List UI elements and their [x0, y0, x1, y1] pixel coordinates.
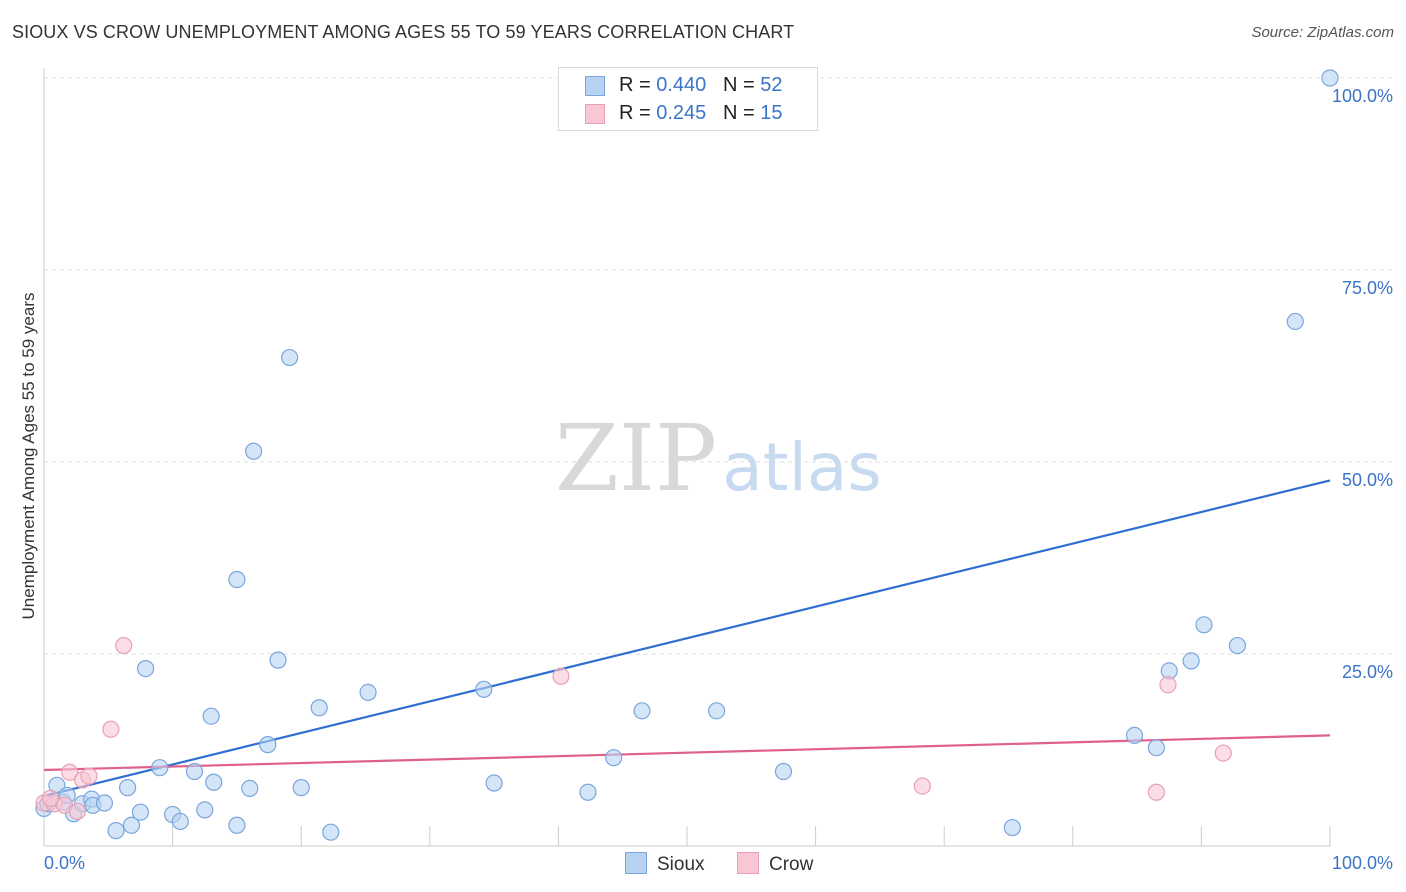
legend-crow-n-value: 15: [760, 102, 783, 124]
legend-crow-n-label: N =: [722, 102, 761, 124]
sioux-point-22: [228, 816, 246, 834]
bottom-legend-label-crow: Crow: [769, 854, 814, 875]
trend-lines: [43, 479, 1331, 798]
sioux-point-31: [322, 823, 340, 841]
sioux-point-47: [1286, 312, 1304, 331]
legend-crow-r-label: R =: [619, 102, 657, 124]
crow-trend-line: [43, 734, 1331, 772]
sioux-point-28: [281, 348, 299, 367]
sioux-point-30: [310, 699, 328, 717]
bottom-legend-swatch-sioux: [625, 852, 647, 874]
axes: [43, 68, 1331, 847]
bottom-legend-crow: Crow: [737, 852, 813, 876]
crow-point-11: [1147, 783, 1165, 801]
sioux-point-15: [151, 759, 169, 777]
sioux-point-40: [1003, 818, 1021, 837]
sioux-point-45: [1195, 616, 1213, 634]
sioux-trend-line: [43, 479, 1331, 798]
sioux-point-21: [205, 773, 223, 791]
legend-text-crow: R = 0.245 N = 15: [619, 102, 782, 125]
x-tick-label-min: 0.0%: [44, 853, 85, 873]
sioux-point-20: [202, 707, 220, 725]
sioux-point-36: [605, 749, 623, 767]
sioux-point-48: [1321, 69, 1339, 87]
data-points: [35, 67, 1339, 841]
crow-point-10: [913, 777, 931, 795]
sioux-point-18: [185, 762, 204, 781]
sioux-point-11: [118, 779, 137, 797]
sioux-point-27: [269, 651, 287, 669]
sioux-point-14: [136, 659, 155, 678]
sioux-point-46: [1228, 636, 1247, 655]
bottom-legend-label-sioux: Sioux: [657, 854, 705, 875]
crow-point-13: [1214, 744, 1232, 762]
bottom-legend-swatch-crow: [737, 852, 759, 874]
legend-sioux-n-value: 52: [760, 74, 783, 96]
y-tick-label-75: 75.0%: [1342, 278, 1393, 298]
sioux-point-25: [228, 570, 246, 589]
sioux-point-10: [107, 822, 125, 840]
tick-labels: 25.0% 50.0% 75.0% 100.0% 0.0% 100.0%: [44, 86, 1393, 873]
y-tick-label-100: 100.0%: [1332, 86, 1393, 106]
legend-sioux-r-value: 0.440: [656, 74, 707, 96]
legend-text-sioux: R = 0.440 N = 52: [619, 74, 782, 97]
x-tick-label-max: 100.0%: [1332, 853, 1393, 873]
crow-point-12: [1159, 676, 1177, 694]
crow-point-6: [80, 767, 98, 785]
sioux-point-32: [359, 683, 377, 702]
sioux-point-35: [579, 783, 597, 801]
crow-point-9: [552, 667, 570, 685]
crow-point-8: [115, 636, 133, 655]
grid: [44, 77, 1392, 655]
sioux-point-37: [633, 702, 651, 720]
sioux-point-17: [171, 812, 189, 831]
legend-swatch-crow: [585, 104, 605, 124]
sioux-point-9: [95, 794, 114, 812]
sioux-point-12: [122, 816, 141, 834]
legend-sioux-n-label: N =: [722, 74, 761, 96]
sioux-point-33: [475, 680, 493, 698]
sioux-point-23: [241, 779, 259, 798]
crow-point-14: [41, 789, 60, 807]
legend-swatch-sioux: [585, 76, 605, 96]
watermark-zip: ZIP: [555, 405, 717, 512]
sioux-point-26: [259, 736, 277, 754]
sioux-point-34: [485, 774, 503, 792]
bottom-legend-sioux: Sioux: [625, 852, 705, 876]
sioux-point-13: [131, 803, 150, 821]
y-tick-label-50: 50.0%: [1342, 470, 1393, 490]
crow-point-3: [61, 763, 79, 781]
sioux-point-44: [1182, 652, 1200, 670]
y-tick-label-25: 25.0%: [1342, 662, 1393, 682]
sioux-point-42: [1147, 739, 1165, 757]
sioux-point-24: [245, 442, 263, 460]
sioux-point-29: [292, 779, 310, 797]
sioux-point-41: [1125, 726, 1144, 745]
legend-sioux-r-label: R =: [619, 74, 657, 96]
crow-point-7: [102, 720, 120, 738]
chart-title: SIOUX VS CROW UNEMPLOYMENT AMONG AGES 55…: [12, 22, 795, 42]
sioux-point-19: [196, 801, 214, 819]
sioux-point-38: [707, 702, 726, 720]
sioux-point-39: [774, 762, 793, 781]
legend-crow-r-value: 0.245: [656, 102, 707, 124]
legend: R = 0.440 N = 52 R = 0.245 N = 15: [558, 67, 818, 131]
watermark-atlas: atlas: [722, 429, 882, 506]
crow-point-4: [68, 802, 87, 821]
source-label: Source: ZipAtlas.com: [1251, 24, 1394, 41]
